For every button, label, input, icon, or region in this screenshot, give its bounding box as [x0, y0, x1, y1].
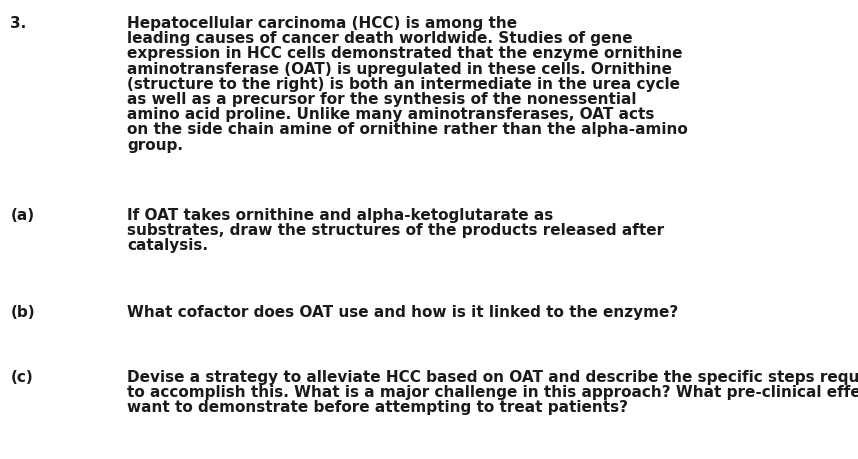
Text: amino acid proline. Unlike many aminotransferases, OAT acts: amino acid proline. Unlike many aminotra… — [127, 107, 655, 122]
Text: 3.: 3. — [10, 16, 27, 31]
Text: leading causes of cancer death worldwide. Studies of gene: leading causes of cancer death worldwide… — [127, 31, 632, 46]
Text: as well as a precursor for the synthesis of the nonessential: as well as a precursor for the synthesis… — [127, 92, 637, 107]
Text: (a): (a) — [10, 207, 34, 223]
Text: If OAT takes ornithine and alpha-ketoglutarate as: If OAT takes ornithine and alpha-ketoglu… — [127, 207, 553, 223]
Text: (structure to the right) is both an intermediate in the urea cycle: (structure to the right) is both an inte… — [127, 77, 680, 92]
Text: (b): (b) — [10, 304, 35, 319]
Text: catalysis.: catalysis. — [127, 238, 208, 253]
Text: expression in HCC cells demonstrated that the enzyme ornithine: expression in HCC cells demonstrated tha… — [127, 46, 682, 62]
Text: group.: group. — [127, 137, 183, 152]
Text: aminotransferase (OAT) is upregulated in these cells. Ornithine: aminotransferase (OAT) is upregulated in… — [127, 62, 672, 77]
Text: Devise a strategy to alleviate HCC based on OAT and describe the specific steps : Devise a strategy to alleviate HCC based… — [127, 369, 858, 384]
Text: (c): (c) — [10, 369, 33, 384]
Text: to accomplish this. What is a major challenge in this approach? What pre-clinica: to accomplish this. What is a major chal… — [127, 384, 858, 399]
Text: want to demonstrate before attempting to treat patients?: want to demonstrate before attempting to… — [127, 399, 628, 414]
Text: on the side chain amine of ornithine rather than the alpha-amino: on the side chain amine of ornithine rat… — [127, 122, 688, 137]
Text: Hepatocellular carcinoma (HCC) is among the: Hepatocellular carcinoma (HCC) is among … — [127, 16, 517, 31]
Text: substrates, draw the structures of the products released after: substrates, draw the structures of the p… — [127, 223, 664, 238]
Text: What cofactor does OAT use and how is it linked to the enzyme?: What cofactor does OAT use and how is it… — [127, 304, 678, 319]
